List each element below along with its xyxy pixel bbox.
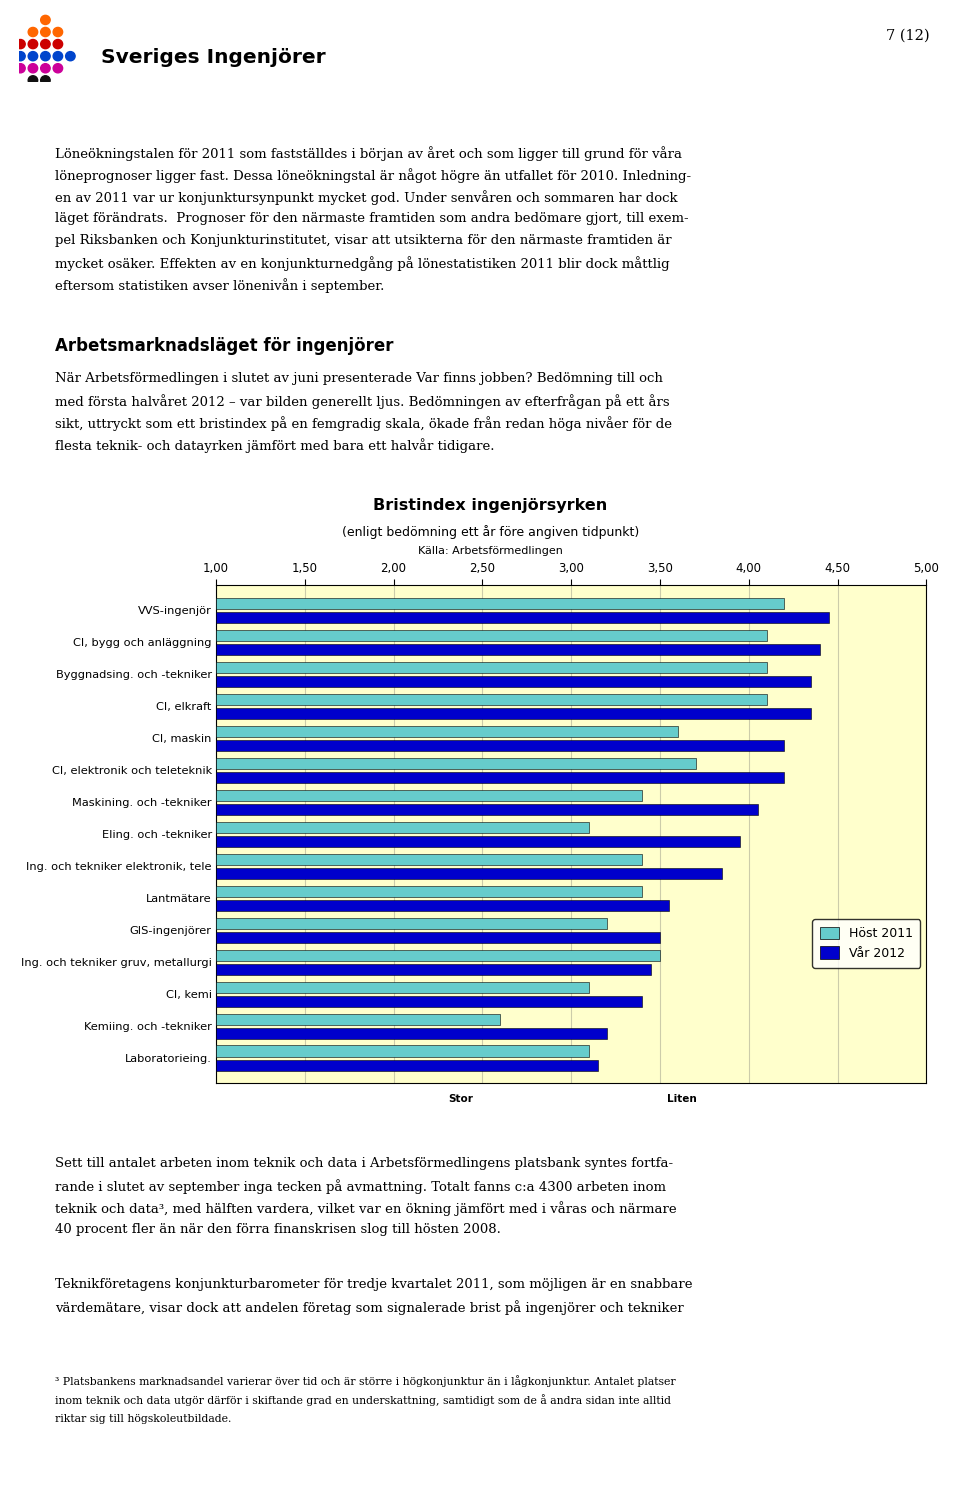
- Bar: [216, 1013, 500, 1025]
- Bar: [216, 1060, 598, 1071]
- Circle shape: [28, 27, 37, 36]
- Text: Sveriges Ingenjörer: Sveriges Ingenjörer: [101, 48, 325, 68]
- Bar: [216, 772, 784, 784]
- Bar: [216, 693, 766, 705]
- Bar: [216, 790, 642, 800]
- Bar: [216, 835, 740, 847]
- Circle shape: [40, 51, 50, 60]
- Bar: [216, 950, 660, 960]
- Circle shape: [28, 51, 37, 60]
- Text: eftersom statistiken avser lönenivån i september.: eftersom statistiken avser lönenivån i s…: [55, 278, 384, 293]
- Bar: [216, 803, 757, 815]
- Text: läget förändrats.  Prognoser för den närmaste framtiden som andra bedömare gjort: läget förändrats. Prognoser för den närm…: [55, 211, 688, 225]
- Circle shape: [53, 39, 62, 48]
- Circle shape: [65, 51, 75, 60]
- Circle shape: [15, 51, 25, 60]
- Text: Balans: Balans: [551, 1095, 591, 1104]
- Circle shape: [28, 76, 37, 85]
- Circle shape: [40, 15, 50, 24]
- Bar: [216, 676, 811, 687]
- Text: När Arbetsförmedlingen i slutet av juni presenterade Var finns jobben? Bedömning: När Arbetsförmedlingen i slutet av juni …: [55, 373, 662, 385]
- Bar: [216, 726, 678, 737]
- Text: Teknikföretagens konjunkturbarometer för tredje kvartalet 2011, som möjligen är : Teknikföretagens konjunkturbarometer för…: [55, 1279, 692, 1291]
- Bar: [216, 661, 766, 673]
- Text: inom teknik och data utgör därför i skiftande grad en underskattning, samtidigt : inom teknik och data utgör därför i skif…: [55, 1395, 671, 1406]
- Bar: [216, 918, 607, 929]
- Text: flesta teknik- och datayrken jämfört med bara ett halvår tidigare.: flesta teknik- och datayrken jämfört med…: [55, 438, 494, 453]
- Circle shape: [15, 63, 25, 72]
- Circle shape: [53, 51, 62, 60]
- Bar: [216, 598, 784, 609]
- Text: riktar sig till högskoleutbildade.: riktar sig till högskoleutbildade.: [55, 1415, 231, 1424]
- Text: löneprognoser ligger fast. Dessa löneökningstal är något högre än utfallet för 2: löneprognoser ligger fast. Dessa löneökn…: [55, 169, 691, 183]
- Text: Bristindex ingenjörsyrken: Bristindex ingenjörsyrken: [373, 498, 608, 512]
- Circle shape: [28, 39, 37, 48]
- Text: 40 procent fler än när den förra finanskrisen slog till hösten 2008.: 40 procent fler än när den förra finansk…: [55, 1223, 500, 1237]
- Text: teknik och data³, med hälften vardera, vilket var en ökning jämfört med i våras : teknik och data³, med hälften vardera, v…: [55, 1202, 677, 1216]
- Circle shape: [28, 63, 37, 72]
- Bar: [216, 1045, 589, 1057]
- Circle shape: [40, 76, 50, 85]
- Circle shape: [53, 27, 62, 36]
- Text: en av 2011 var ur konjunktursynpunkt mycket god. Under senvåren och sommaren har: en av 2011 var ur konjunktursynpunkt myc…: [55, 190, 678, 205]
- Text: Mycket liten: Mycket liten: [802, 1095, 874, 1104]
- Text: mycket osäker. Effekten av en konjunkturnedgång på lönestatistiken 2011 blir doc: mycket osäker. Effekten av en konjunktur…: [55, 255, 669, 270]
- Bar: [216, 821, 589, 834]
- Bar: [216, 932, 660, 942]
- Circle shape: [40, 27, 50, 36]
- Legend: Höst 2011, Vår 2012: Höst 2011, Vår 2012: [812, 920, 920, 968]
- Text: 7 (12): 7 (12): [886, 29, 929, 42]
- Bar: [216, 995, 642, 1007]
- Bar: [216, 630, 766, 640]
- Bar: [216, 643, 820, 655]
- Text: värdemätare, visar dock att andelen företag som signalerade brist på ingenjörer : värdemätare, visar dock att andelen före…: [55, 1300, 684, 1315]
- Bar: [216, 708, 811, 719]
- Text: Liten: Liten: [667, 1095, 697, 1104]
- Text: pel Riksbanken och Konjunkturinstitutet, visar att utsikterna för den närmaste f: pel Riksbanken och Konjunkturinstitutet,…: [55, 234, 671, 248]
- Text: Källa: Arbetsförmedlingen: Källa: Arbetsförmedlingen: [419, 547, 563, 556]
- Bar: [216, 758, 695, 769]
- Bar: [216, 868, 722, 879]
- Bar: [216, 612, 828, 624]
- Bar: [216, 1028, 607, 1039]
- Text: ³ Platsbankens marknadsandel varierar över tid och är större i högkonjunktur än : ³ Platsbankens marknadsandel varierar öv…: [55, 1376, 675, 1386]
- Bar: [216, 963, 651, 975]
- Text: Stor: Stor: [447, 1095, 472, 1104]
- Text: Löneökningstalen för 2011 som fastställdes i början av året och som ligger till : Löneökningstalen för 2011 som fastställd…: [55, 146, 682, 162]
- Bar: [216, 740, 784, 750]
- Bar: [216, 900, 669, 911]
- Bar: [216, 885, 642, 897]
- Bar: [216, 853, 642, 865]
- Text: Konkurrensen om jobben blir:: Konkurrensen om jobben blir:: [48, 1095, 223, 1104]
- Text: Sett till antalet arbeten inom teknik och data i Arbetsförmedlingens platsbank s: Sett till antalet arbeten inom teknik oc…: [55, 1158, 673, 1170]
- Bar: [216, 982, 589, 992]
- Circle shape: [15, 39, 25, 48]
- Circle shape: [53, 63, 62, 72]
- Text: rande i slutet av september inga tecken på avmattning. Totalt fanns c:a 4300 arb: rande i slutet av september inga tecken …: [55, 1179, 665, 1194]
- Circle shape: [40, 63, 50, 72]
- Text: Arbetsmarknadsläget för ingenjörer: Arbetsmarknadsläget för ingenjörer: [55, 338, 394, 355]
- Text: sikt, uttryckt som ett bristindex på en femgradig skala, ökade från redan höga n: sikt, uttryckt som ett bristindex på en …: [55, 417, 672, 430]
- Circle shape: [40, 39, 50, 48]
- Text: med första halvåret 2012 – var bilden generellt ljus. Bedömningen av efterfrågan: med första halvåret 2012 – var bilden ge…: [55, 394, 669, 409]
- Text: Mycket stor: Mycket stor: [270, 1095, 340, 1104]
- Text: (enligt bedömning ett år före angiven tidpunkt): (enligt bedömning ett år före angiven ti…: [342, 525, 639, 539]
